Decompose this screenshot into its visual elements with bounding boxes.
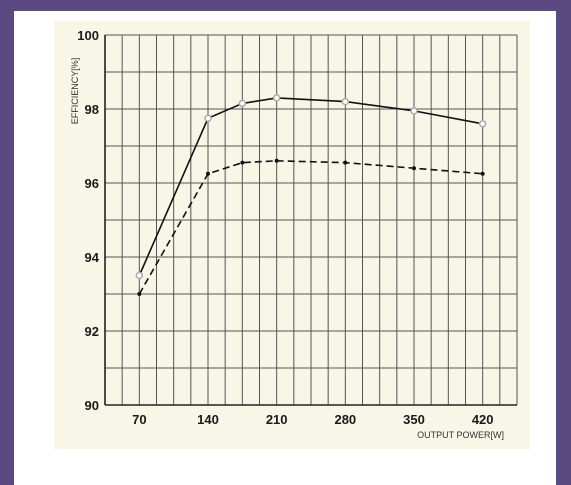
y-tick-label: 90 [85, 398, 99, 413]
efficiency-chart: 90 92 94 96 98 100 70 140 210 280 350 420 EFFICIENC… [54, 21, 530, 449]
data-point [410, 107, 418, 115]
y-axis-title: EFFICIENCY[%] [70, 58, 80, 125]
tick-labels: 90 92 94 96 98 100 70 140 210 280 350 420 [77, 28, 493, 427]
x-tick-label: 140 [197, 412, 219, 427]
data-point [240, 160, 245, 165]
x-tick-label: 210 [266, 412, 288, 427]
series-lines [135, 94, 487, 296]
data-point [274, 158, 279, 163]
y-tick-label: 100 [77, 28, 99, 43]
data-point [478, 120, 487, 128]
y-tick-label: 92 [85, 324, 99, 339]
data-point [272, 94, 281, 102]
data-point [137, 292, 142, 296]
data-point [238, 99, 247, 108]
y-tick-label: 94 [85, 250, 100, 265]
y-tick-label: 98 [85, 102, 99, 117]
data-point [412, 166, 416, 171]
axes [104, 35, 517, 406]
data-point [343, 160, 348, 165]
data-point [135, 271, 144, 280]
x-axis-title: OUTPUT POWER[W] [417, 430, 504, 440]
x-tick-label: 280 [334, 412, 356, 427]
chart-frame: 90 92 94 96 98 100 70 140 210 280 350 420 EFFICIENC… [14, 11, 556, 485]
data-point [480, 171, 485, 176]
grid [104, 34, 518, 406]
plot-background [54, 21, 530, 449]
data-point [204, 114, 212, 122]
x-tick-label: 420 [472, 412, 494, 427]
data-point [341, 97, 350, 106]
x-tick-label: 70 [132, 412, 146, 427]
y-tick-label: 96 [85, 176, 99, 191]
data-point [206, 171, 210, 176]
x-tick-label: 350 [403, 412, 425, 427]
